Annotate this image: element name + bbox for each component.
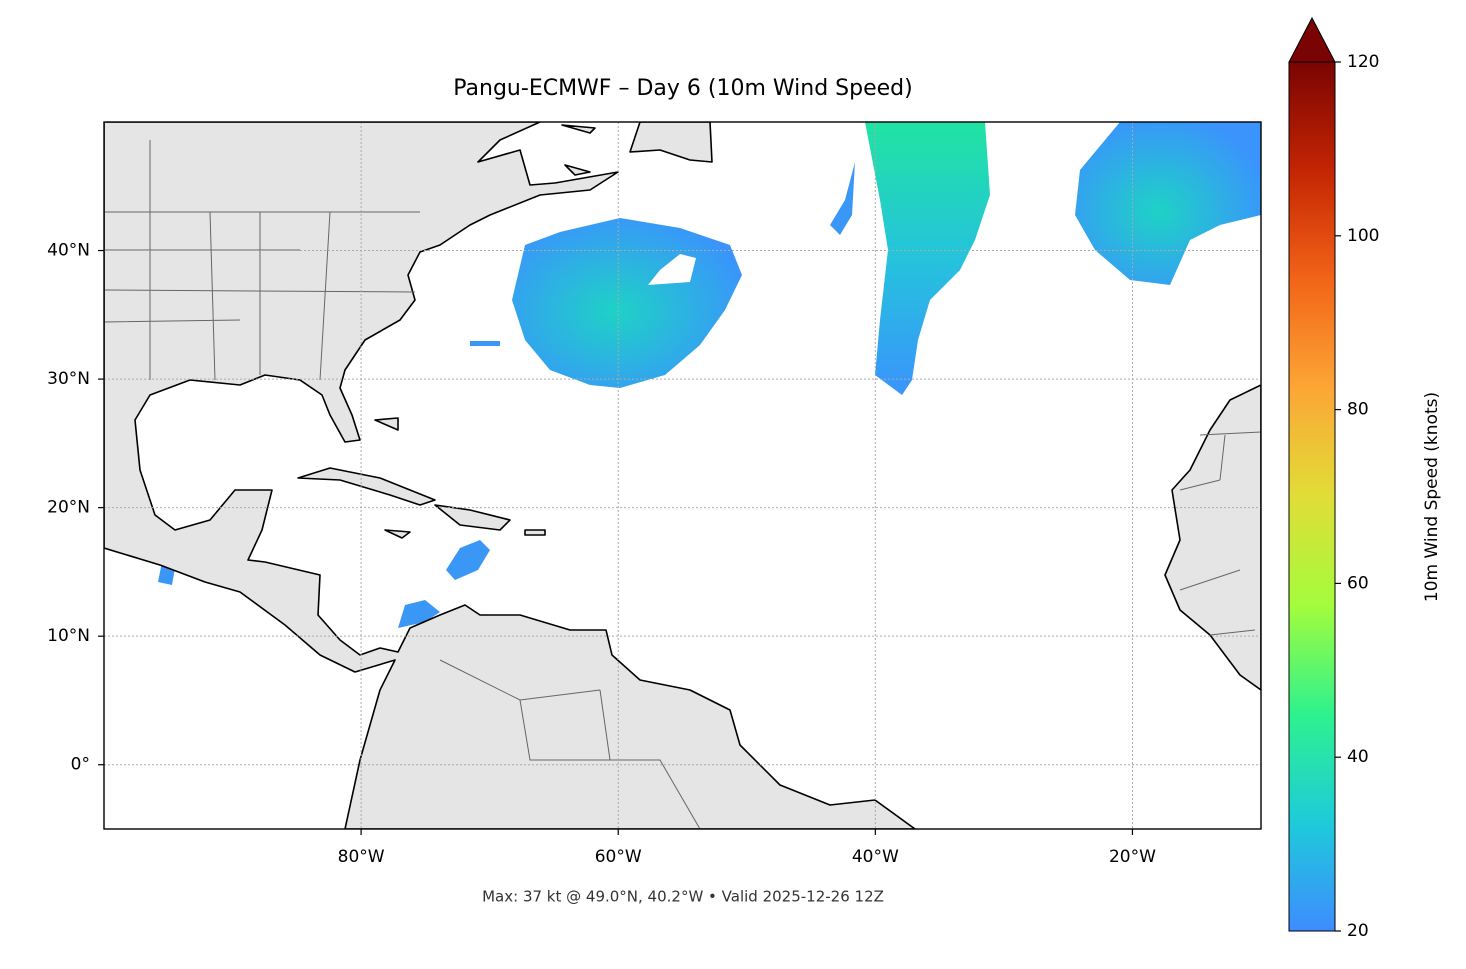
colorbar-label: 10m Wind Speed (knots) bbox=[1422, 392, 1442, 602]
wind-area bbox=[512, 218, 742, 388]
y-tick-label: 0° bbox=[71, 755, 90, 775]
colorbar-tick-label: 60 bbox=[1347, 573, 1369, 593]
land-americas bbox=[104, 122, 916, 829]
land-island bbox=[374, 124, 596, 431]
colorbar bbox=[1288, 61, 1336, 932]
land-puerto-rico bbox=[524, 529, 546, 536]
x-tick-label: 80°W bbox=[338, 847, 385, 867]
colorbar-tick-label: 120 bbox=[1347, 52, 1379, 72]
y-tick-label: 40°N bbox=[47, 241, 90, 261]
wind-area bbox=[1075, 122, 1261, 285]
colorbar-tick-label: 80 bbox=[1347, 400, 1369, 420]
borders bbox=[104, 140, 1261, 829]
wind-area bbox=[398, 600, 440, 628]
colorbar-extend bbox=[1288, 16, 1336, 63]
y-tick-label: 10°N bbox=[47, 626, 90, 646]
colorbar-tick-label: 20 bbox=[1347, 921, 1369, 941]
map bbox=[104, 122, 1261, 829]
wind-area bbox=[830, 162, 855, 235]
plot-frame bbox=[103, 121, 1262, 830]
land-hispaniola bbox=[434, 504, 511, 531]
y-tick-label: 30°N bbox=[47, 369, 90, 389]
x-tick-label: 60°W bbox=[595, 847, 642, 867]
chart-title: Pangu-ECMWF – Day 6 (10m Wind Speed) bbox=[453, 76, 912, 101]
colorbar-tick-label: 40 bbox=[1347, 747, 1369, 767]
grid bbox=[104, 122, 1261, 829]
wind-area bbox=[865, 122, 990, 395]
colorbar-tick-label: 100 bbox=[1347, 226, 1379, 246]
land-africa bbox=[1164, 384, 1261, 691]
x-tick-label: 20°W bbox=[1109, 847, 1156, 867]
y-tick-label: 20°N bbox=[47, 498, 90, 518]
land-cuba bbox=[297, 467, 436, 506]
footnote: Max: 37 kt @ 49.0°N, 40.2°W • Valid 2025… bbox=[482, 888, 884, 906]
x-tick-label: 40°W bbox=[852, 847, 899, 867]
land-jamaica bbox=[384, 529, 411, 539]
wind-area bbox=[446, 540, 490, 580]
land-newfoundland bbox=[629, 122, 713, 163]
